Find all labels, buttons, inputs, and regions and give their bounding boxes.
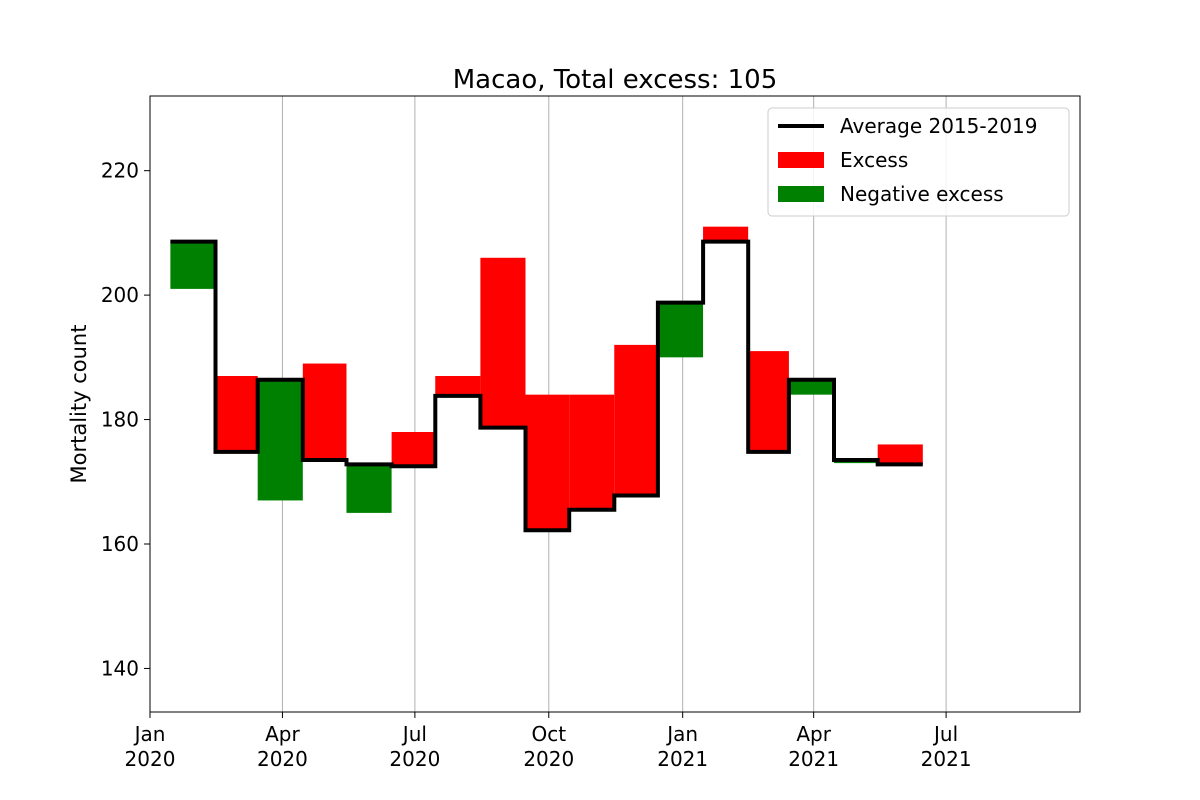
excess-bar — [391, 432, 436, 467]
average-line-layer — [170, 239, 923, 533]
x-tick-label: Jul — [401, 722, 427, 746]
negative-excess-bar — [788, 379, 835, 395]
x-tick-label: Oct — [531, 722, 566, 746]
legend-average-label: Average 2015-2019 — [840, 114, 1038, 138]
x-tick-label: 2021 — [657, 747, 708, 771]
y-axis-ticks: 140 160 180 200 220 — [101, 159, 150, 680]
negative-excess-bar — [170, 241, 216, 289]
x-tick-label: Apr — [265, 722, 300, 746]
excess-bar — [302, 363, 347, 460]
x-tick-label: Apr — [796, 722, 831, 746]
plot-frame — [149, 95, 1081, 713]
chart-title: Macao, Total excess: 105 — [453, 65, 778, 95]
x-tick-label: 2021 — [788, 747, 839, 771]
excess-bar — [480, 257, 526, 428]
y-axis-label: Mortality count — [67, 325, 91, 484]
legend-excess-swatch — [778, 152, 824, 168]
x-tick-label: Jan — [665, 722, 698, 746]
excess-bar — [614, 344, 658, 496]
y-tick-label: 220 — [101, 159, 139, 183]
negative-excess-bar — [657, 302, 704, 358]
x-tick-label: 2020 — [389, 747, 440, 771]
x-tick-label: 2020 — [125, 747, 176, 771]
x-tick-label: 2020 — [523, 747, 574, 771]
legend-negative-excess-label: Negative excess — [840, 182, 1004, 206]
x-tick-label: 2021 — [921, 747, 972, 771]
excess-bar — [877, 444, 923, 465]
excess-bar — [215, 376, 258, 452]
excess-bar — [569, 394, 615, 510]
x-tick-label: Jan — [133, 722, 166, 746]
excess-bar — [525, 394, 570, 531]
y-tick-label: 180 — [101, 408, 139, 432]
x-tick-label: Jul — [932, 722, 958, 746]
legend-negative-excess-swatch — [778, 186, 824, 202]
excess-bar — [435, 376, 481, 396]
negative-excess-bar — [257, 379, 303, 501]
y-tick-label: 160 — [101, 532, 139, 556]
average-line — [170, 239, 923, 533]
bars-layer — [170, 226, 923, 531]
excess-bar — [748, 351, 789, 452]
x-axis-ticks: Jan2020Apr2020Jul2020Oct2020Jan2021Apr20… — [125, 712, 972, 771]
y-tick-label: 200 — [101, 283, 139, 307]
legend: Average 2015-2019 Excess Negative excess — [767, 107, 1070, 217]
legend-excess-label: Excess — [840, 148, 908, 172]
excess-bar — [703, 226, 749, 242]
negative-excess-bar — [346, 464, 392, 513]
x-tick-label: 2020 — [257, 747, 308, 771]
y-tick-label: 140 — [101, 656, 139, 680]
legend-box — [767, 107, 1070, 217]
